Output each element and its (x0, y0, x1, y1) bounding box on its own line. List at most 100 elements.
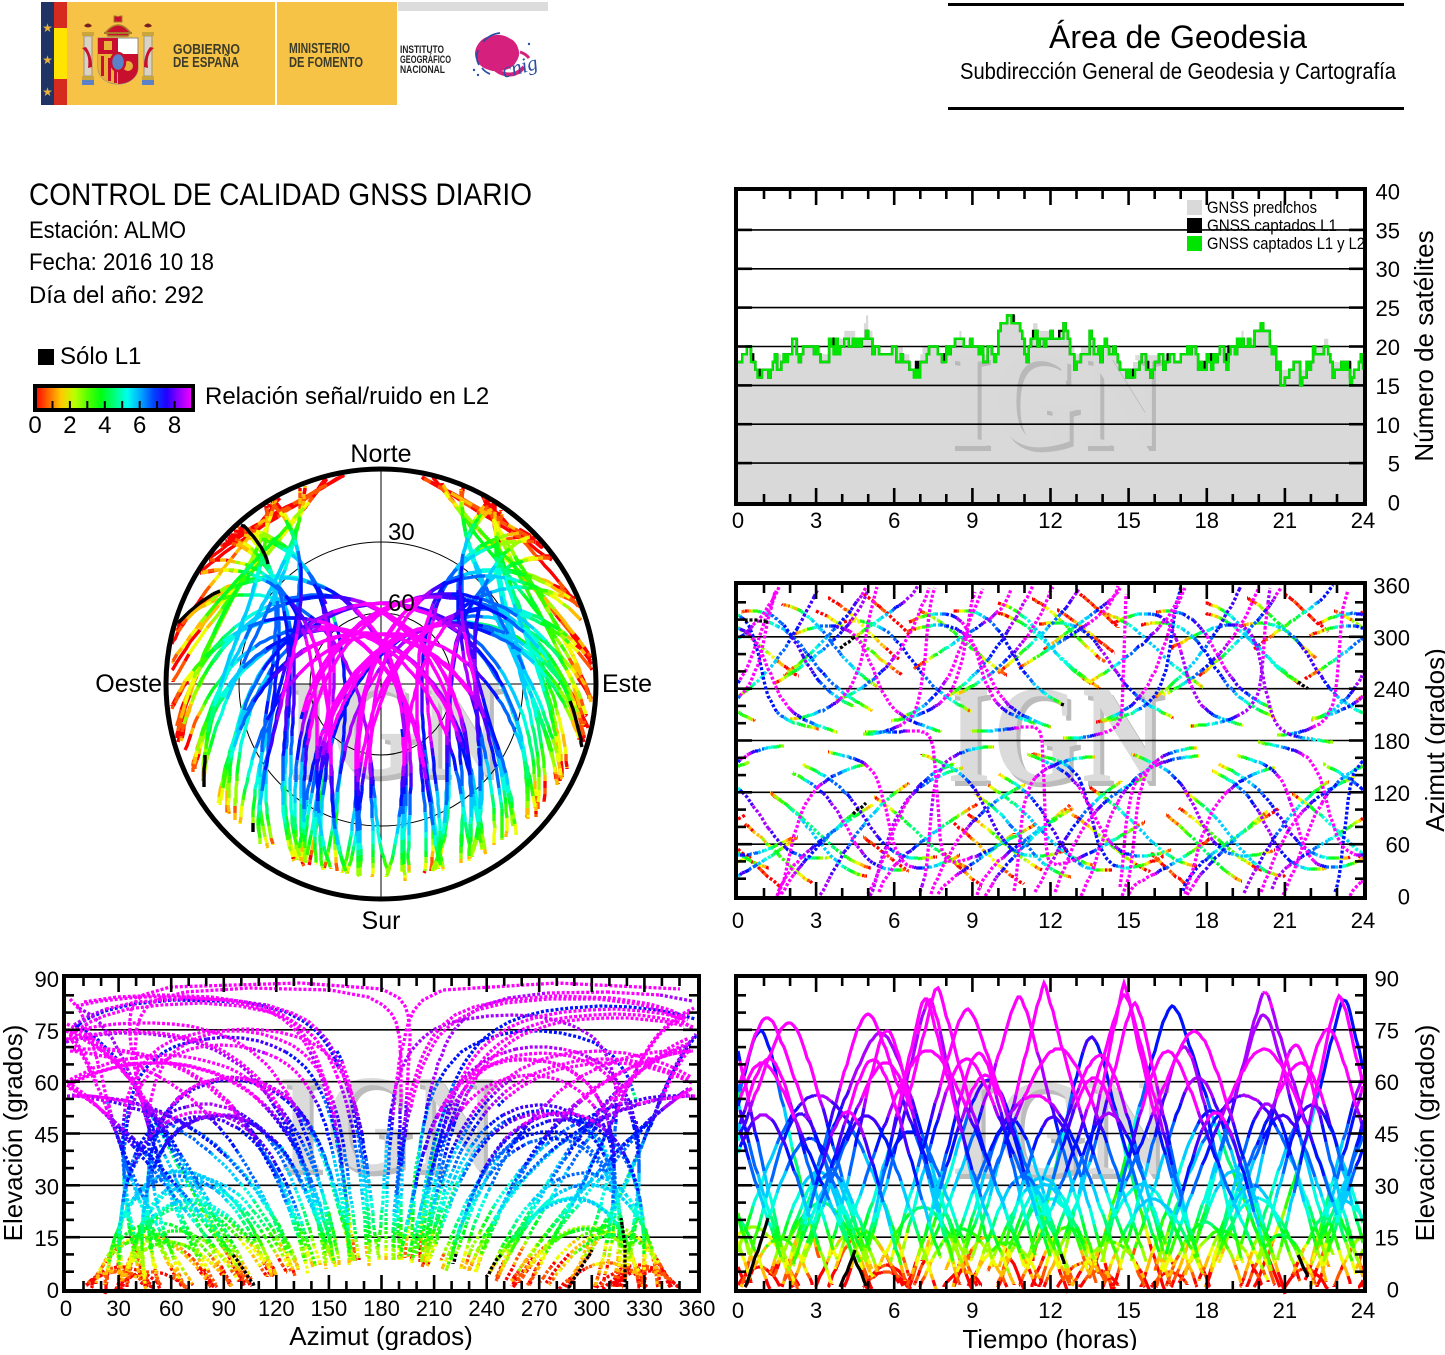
svg-text:3: 3 (810, 908, 822, 933)
svg-text:0: 0 (1388, 491, 1400, 516)
svg-text:9: 9 (966, 1298, 978, 1323)
svg-text:15: 15 (1116, 908, 1140, 933)
svg-text:INSTITUTO: INSTITUTO (400, 44, 444, 56)
svg-text:35: 35 (1376, 218, 1400, 243)
svg-text:0: 0 (732, 908, 744, 933)
svg-text:Subdirección General de Geodes: Subdirección General de Geodesia y Carto… (960, 58, 1396, 84)
svg-text:180: 180 (363, 1296, 400, 1321)
svg-text:12: 12 (1038, 908, 1062, 933)
svg-text:90: 90 (1375, 967, 1399, 992)
svg-text:★: ★ (42, 85, 53, 99)
svg-text:Área de Geodesia: Área de Geodesia (1049, 19, 1307, 55)
svg-text:24: 24 (1351, 908, 1375, 933)
svg-text:Azimut (grados): Azimut (grados) (289, 1321, 473, 1350)
svg-text:30: 30 (388, 519, 415, 546)
svg-text:Norte: Norte (350, 440, 411, 468)
svg-text:60: 60 (159, 1296, 183, 1321)
svg-text:Estación: ALMO: Estación: ALMO (29, 217, 186, 244)
svg-text:30: 30 (35, 1174, 59, 1199)
svg-text:15: 15 (1375, 1226, 1399, 1251)
svg-text:6: 6 (888, 1298, 900, 1323)
svg-text:8: 8 (168, 412, 181, 439)
svg-text:GNSS captados L1: GNSS captados L1 (1207, 216, 1337, 235)
svg-text:2: 2 (63, 412, 76, 439)
svg-text:300: 300 (1373, 625, 1410, 650)
svg-text:5: 5 (1388, 452, 1400, 477)
svg-text:120: 120 (258, 1296, 295, 1321)
svg-text:6: 6 (888, 508, 900, 533)
svg-text:75: 75 (1375, 1018, 1399, 1043)
svg-text:Fecha: 2016 10 18: Fecha: 2016 10 18 (29, 249, 214, 276)
svg-text:Día del año: 292: Día del año: 292 (29, 282, 204, 309)
svg-text:0: 0 (60, 1296, 72, 1321)
svg-text:4: 4 (98, 412, 111, 439)
svg-text:360: 360 (679, 1296, 716, 1321)
svg-text:9: 9 (966, 908, 978, 933)
svg-text:18: 18 (1195, 908, 1219, 933)
svg-text:Este: Este (602, 670, 652, 698)
svg-text:★: ★ (42, 21, 53, 35)
svg-text:120: 120 (1373, 781, 1410, 806)
svg-text:15: 15 (1116, 508, 1140, 533)
svg-text:15: 15 (35, 1226, 59, 1251)
svg-text:DE FOMENTO: DE FOMENTO (289, 55, 363, 71)
svg-text:Relación señal/ruido en L2: Relación señal/ruido en L2 (205, 383, 489, 410)
svg-text:25: 25 (1376, 296, 1400, 321)
svg-text:30: 30 (1376, 257, 1400, 282)
svg-text:GNSS predichos: GNSS predichos (1207, 198, 1317, 217)
svg-text:24: 24 (1351, 508, 1375, 533)
svg-text:GEOGRÁFICO: GEOGRÁFICO (400, 53, 451, 66)
svg-text:300: 300 (573, 1296, 610, 1321)
svg-text:12: 12 (1038, 1298, 1062, 1323)
svg-text:240: 240 (1373, 677, 1410, 702)
svg-text:210: 210 (416, 1296, 453, 1321)
svg-text:270: 270 (521, 1296, 558, 1321)
svg-text:150: 150 (311, 1296, 348, 1321)
svg-text:90: 90 (35, 967, 59, 992)
svg-text:Número de satélites: Número de satélites (1409, 230, 1439, 461)
svg-text:60: 60 (388, 590, 415, 617)
svg-text:CONTROL DE CALIDAD GNSS DIARIO: CONTROL DE CALIDAD GNSS DIARIO (29, 176, 532, 212)
svg-text:18: 18 (1195, 508, 1219, 533)
svg-text:0: 0 (732, 508, 744, 533)
svg-text:60: 60 (35, 1071, 59, 1096)
svg-text:9: 9 (966, 508, 978, 533)
svg-text:3: 3 (810, 1298, 822, 1323)
svg-text:GNSS captados L1 y L2: GNSS captados L1 y L2 (1207, 234, 1365, 253)
svg-text:30: 30 (1375, 1174, 1399, 1199)
svg-text:18: 18 (1195, 1298, 1219, 1323)
svg-text:45: 45 (1375, 1122, 1399, 1147)
svg-text:24: 24 (1351, 1298, 1375, 1323)
svg-text:180: 180 (1373, 729, 1410, 754)
svg-text:0: 0 (47, 1278, 59, 1303)
svg-text:15: 15 (1376, 374, 1400, 399)
svg-text:21: 21 (1273, 1298, 1297, 1323)
svg-text:Oeste: Oeste (95, 670, 162, 698)
svg-text:330: 330 (626, 1296, 663, 1321)
svg-text:360: 360 (1373, 574, 1410, 599)
svg-text:Sólo L1: Sólo L1 (60, 343, 141, 370)
svg-text:21: 21 (1273, 508, 1297, 533)
svg-text:90: 90 (212, 1296, 236, 1321)
svg-text:0: 0 (1398, 885, 1410, 910)
svg-text:GOBIERNO: GOBIERNO (173, 42, 240, 58)
svg-text:MINISTERIO: MINISTERIO (289, 41, 350, 57)
svg-text:10: 10 (1376, 413, 1400, 438)
svg-text:30: 30 (106, 1296, 130, 1321)
svg-text:40: 40 (1376, 180, 1400, 205)
svg-text:DE ESPAÑA: DE ESPAÑA (173, 53, 239, 71)
svg-text:6: 6 (888, 908, 900, 933)
svg-text:Azimut (grados): Azimut (grados) (1420, 648, 1445, 832)
svg-text:NACIONAL: NACIONAL (400, 64, 445, 76)
svg-text:★: ★ (42, 53, 53, 67)
svg-text:Tiempo (horas): Tiempo (horas) (962, 1324, 1137, 1350)
svg-text:Elevación (grados): Elevación (grados) (0, 1025, 28, 1242)
svg-text:21: 21 (1273, 908, 1297, 933)
svg-text:0: 0 (1387, 1278, 1399, 1303)
svg-text:Elevación (grados): Elevación (grados) (1410, 1025, 1440, 1242)
svg-text:0: 0 (28, 412, 41, 439)
svg-text:45: 45 (35, 1123, 59, 1148)
svg-text:6: 6 (133, 412, 146, 439)
svg-text:60: 60 (1386, 833, 1410, 858)
svg-text:12: 12 (1038, 508, 1062, 533)
